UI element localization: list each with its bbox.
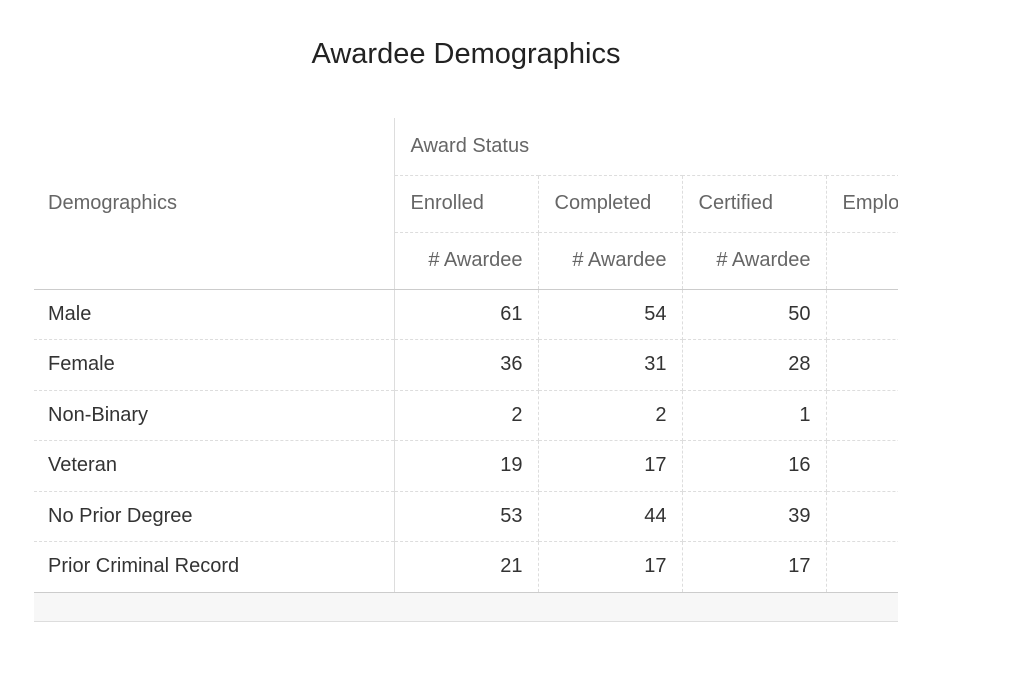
row-header: Demographics [34, 118, 395, 290]
column-header: Completed [538, 175, 683, 233]
cell: 21 [394, 541, 539, 593]
table-container: Demographics Award Status Enrolled Complete… [34, 118, 898, 622]
header-row: Enrolled Completed Certified Emplo [34, 175, 898, 233]
sub-header: # Awardee [394, 232, 539, 290]
title: Awardee Demographics [311, 38, 621, 70]
row-label: Veteran [34, 440, 395, 492]
cell: 17 [682, 541, 827, 593]
cell: 28 [682, 339, 827, 391]
cell: 39 [682, 491, 827, 542]
cell: 54 [538, 289, 683, 340]
cell: 16 [682, 440, 827, 492]
row-label: Prior Criminal Record [34, 541, 395, 593]
cell [826, 491, 898, 542]
sub-header: # Awardee [538, 232, 683, 290]
table-row: Prior Criminal Record 21 17 17 [34, 541, 898, 593]
table-row: Male 61 54 50 [34, 289, 898, 340]
cell [826, 390, 898, 441]
row-label: No Prior Degree [34, 491, 395, 542]
cell: 19 [394, 440, 539, 492]
table-row: No Prior Degree 53 44 39 [34, 491, 898, 542]
table-head: Demographics Award Status Enrolled Complete… [34, 118, 898, 290]
table-row: Veteran 19 17 16 [34, 440, 898, 492]
table-row: Female 36 31 28 [34, 339, 898, 391]
cell: 1 [682, 390, 827, 441]
cell: 2 [394, 390, 539, 441]
column-header: Emplo [826, 175, 898, 233]
cell: 44 [538, 491, 683, 542]
header-row: # Awardee# Awardee# Awardee# Aw [34, 232, 898, 290]
sub-header: # Awardee [682, 232, 827, 290]
cell: 61 [394, 289, 539, 340]
cell: 17 [538, 440, 683, 492]
cell: 17 [538, 541, 683, 593]
cell: 36 [394, 339, 539, 391]
column-header: Certified [682, 175, 827, 233]
group-header: Award Status [394, 118, 898, 176]
cell: 53 [394, 491, 539, 542]
table: Demographics Award Status Enrolled Complete… [34, 118, 898, 593]
cell [826, 339, 898, 391]
row-label: Non-Binary [34, 390, 395, 441]
cell [826, 541, 898, 593]
header-row: Demographics Award Status [34, 118, 898, 290]
column-header: Enrolled [394, 175, 539, 233]
cell [826, 440, 898, 492]
sub-header: # Aw [826, 232, 898, 290]
cell: 31 [538, 339, 683, 391]
row-label: Female [34, 339, 395, 391]
table-body: Male 61 54 50 Female 36 31 28 Non-Binary 2 2 1 Veter… [34, 289, 898, 593]
cell: 2 [538, 390, 683, 441]
table-row: Non-Binary 2 2 1 [34, 390, 898, 441]
row-label: Male [34, 289, 395, 340]
cell: 50 [682, 289, 827, 340]
table-footer [34, 592, 898, 622]
cell [826, 289, 898, 340]
